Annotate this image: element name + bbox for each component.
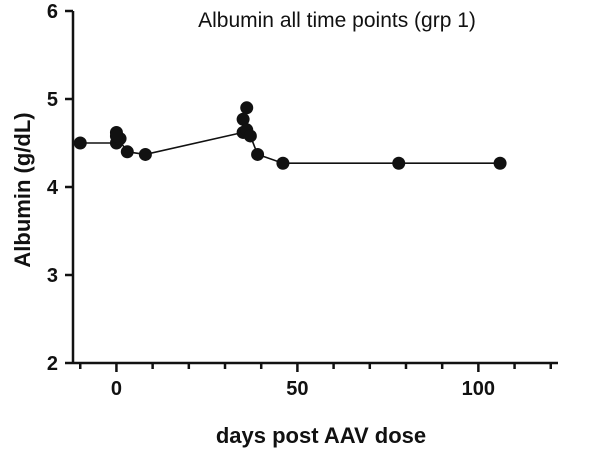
data-point [392, 156, 406, 170]
series [73, 101, 507, 170]
tick-labels: 2 3 4 5 6 0 50 100 [47, 1, 495, 400]
x-tick-label: 50 [286, 378, 308, 400]
chart-title: Albumin all time points (grp 1) [198, 9, 476, 32]
axes [71, 11, 558, 365]
data-point [251, 147, 265, 161]
data-point [243, 129, 257, 143]
data-point [73, 136, 87, 150]
x-axis-label: days post AAV dose [216, 423, 426, 448]
data-point [276, 156, 290, 170]
data-point [138, 147, 152, 161]
data-point [240, 101, 254, 115]
y-tick-label: 4 [47, 177, 59, 199]
y-tick-label: 5 [47, 89, 58, 111]
y-tick-label: 3 [47, 265, 58, 287]
y-axis-label: Albumin (g/dL) [10, 112, 35, 267]
ticks [65, 9, 553, 372]
x-tick-label: 100 [462, 378, 495, 400]
data-point [109, 129, 123, 143]
x-tick-label: 0 [111, 378, 122, 400]
y-tick-label: 2 [47, 353, 58, 375]
y-tick-label: 6 [47, 1, 58, 23]
data-point [493, 156, 507, 170]
data-point [236, 112, 250, 126]
data-point [120, 145, 134, 159]
